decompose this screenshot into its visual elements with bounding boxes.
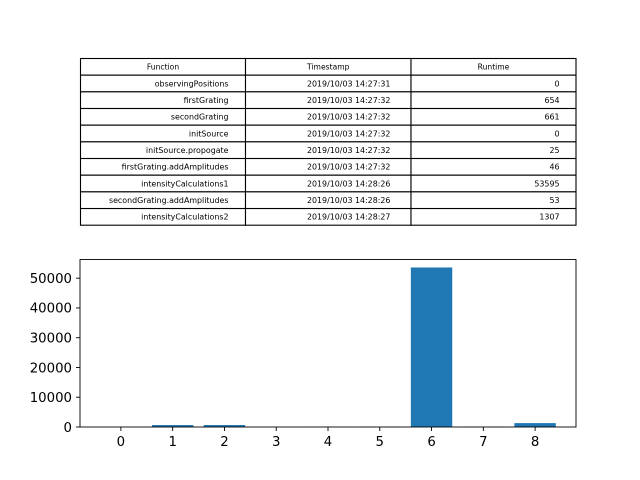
y-tick-label: 20000 xyxy=(30,361,72,376)
table-cell-function: initSource.propogate xyxy=(146,146,229,155)
x-tick-label: 0 xyxy=(117,435,125,450)
table-cell xyxy=(410,124,577,143)
runtime-table: Function Timestamp Runtime observingPositio… xyxy=(79,57,577,226)
table-cell-runtime: 53 xyxy=(549,196,559,205)
table-cell-timestamp: 2019/10/03 14:28:26 xyxy=(307,196,390,205)
table-cell-runtime: 53595 xyxy=(534,179,559,188)
table-cell-function: intensityCalculations2 xyxy=(141,213,228,222)
x-tick-label: 1 xyxy=(168,435,176,450)
y-tick-label: 10000 xyxy=(30,391,72,406)
table-cell-function: firstGrating xyxy=(184,96,229,105)
table-cell xyxy=(410,207,577,226)
table-cell-runtime: 0 xyxy=(554,79,559,88)
table-cell-timestamp: 2019/10/03 14:27:32 xyxy=(307,113,390,122)
table-cell-timestamp: 2019/10/03 14:27:32 xyxy=(307,129,390,138)
table-cell-timestamp: 2019/10/03 14:28:26 xyxy=(307,179,390,188)
table-header-timestamp: Timestamp xyxy=(306,62,350,71)
table-cell-function: secondGrating.addAmplitudes xyxy=(109,196,229,205)
y-tick-label: 50000 xyxy=(30,272,72,287)
x-tick-label: 2 xyxy=(220,435,228,450)
table-cell xyxy=(410,74,577,93)
table-cell-runtime: 0 xyxy=(554,129,559,138)
table-cell-runtime: 1307 xyxy=(539,213,559,222)
x-tick-label: 5 xyxy=(376,435,384,450)
table-cell-function: observingPositions xyxy=(155,79,229,88)
x-tick-label: 6 xyxy=(427,435,435,450)
bar-6 xyxy=(410,267,453,427)
table-cell-timestamp: 2019/10/03 14:27:32 xyxy=(307,96,390,105)
x-tick-label: 7 xyxy=(479,435,487,450)
table-cell-function: secondGrating xyxy=(171,113,229,122)
table-header-runtime: Runtime xyxy=(478,62,510,71)
table-cell-function: firstGrating.addAmplitudes xyxy=(122,163,229,172)
table-cell-timestamp: 2019/10/03 14:27:32 xyxy=(307,163,390,172)
table-cell-runtime: 46 xyxy=(549,163,559,172)
table-cell-timestamp: 2019/10/03 14:28:27 xyxy=(307,213,390,222)
bar-8 xyxy=(514,423,556,427)
y-tick-label: 40000 xyxy=(30,302,72,317)
y-tick-label: 0 xyxy=(64,421,72,436)
table-header-function: Function xyxy=(147,62,179,71)
y-tick-label: 30000 xyxy=(30,332,72,347)
runtime-bar-chart: 0 1 2 3 4 5 6 7 8 0 10000 20000 30000 40000 50000 xyxy=(30,259,577,450)
table-cell-runtime: 654 xyxy=(544,96,559,105)
bar-2 xyxy=(203,425,246,427)
table-cell-runtime: 661 xyxy=(544,113,559,122)
table-cell-timestamp: 2019/10/03 14:27:32 xyxy=(307,146,390,155)
table-cell-runtime: 25 xyxy=(549,146,559,155)
table-cell-function: intensityCalculations1 xyxy=(141,179,228,188)
bar-1 xyxy=(151,425,194,427)
x-tick-label: 4 xyxy=(324,435,332,450)
table-cell-timestamp: 2019/10/03 14:27:31 xyxy=(307,79,390,88)
x-tick-label: 3 xyxy=(272,435,280,450)
x-tick-label: 8 xyxy=(531,435,539,450)
table-cell-function: initSource xyxy=(189,129,229,138)
